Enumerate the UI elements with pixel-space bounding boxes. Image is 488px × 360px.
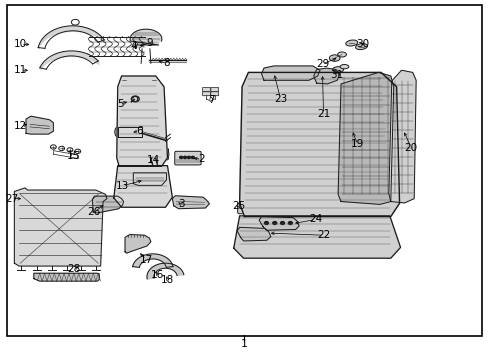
Polygon shape [261, 66, 320, 80]
Polygon shape [172, 196, 209, 209]
Ellipse shape [337, 52, 346, 57]
FancyBboxPatch shape [202, 87, 210, 91]
FancyBboxPatch shape [174, 151, 201, 165]
FancyBboxPatch shape [237, 203, 264, 214]
Text: 20: 20 [404, 143, 417, 153]
Text: 30: 30 [355, 39, 368, 49]
FancyBboxPatch shape [138, 148, 168, 160]
Ellipse shape [355, 44, 367, 50]
Polygon shape [92, 196, 123, 213]
Polygon shape [237, 227, 270, 241]
Text: 22: 22 [316, 230, 329, 240]
Text: 24: 24 [308, 215, 322, 224]
Text: 3: 3 [178, 199, 184, 210]
Text: 7: 7 [207, 95, 214, 105]
Polygon shape [130, 29, 162, 45]
FancyBboxPatch shape [210, 92, 218, 96]
Text: 23: 23 [273, 94, 286, 104]
Polygon shape [337, 72, 393, 204]
Polygon shape [233, 216, 400, 258]
Text: 15: 15 [67, 151, 81, 161]
Text: 14: 14 [147, 155, 160, 165]
Text: 31: 31 [330, 69, 343, 80]
Circle shape [179, 156, 182, 158]
Polygon shape [117, 76, 167, 166]
Text: 27: 27 [5, 194, 18, 204]
Ellipse shape [332, 67, 343, 72]
Text: 18: 18 [161, 275, 174, 285]
Text: 16: 16 [151, 270, 164, 280]
Circle shape [288, 222, 292, 225]
Polygon shape [259, 217, 299, 230]
Circle shape [183, 156, 186, 158]
Circle shape [264, 222, 268, 225]
Ellipse shape [115, 127, 121, 137]
Polygon shape [313, 68, 339, 84]
Text: 19: 19 [350, 139, 364, 149]
Text: 5: 5 [117, 99, 123, 109]
Ellipse shape [345, 40, 357, 46]
Circle shape [272, 222, 276, 225]
Polygon shape [14, 188, 107, 266]
Circle shape [280, 222, 284, 225]
Polygon shape [132, 254, 173, 267]
Text: 9: 9 [146, 38, 152, 48]
Text: 8: 8 [163, 58, 169, 68]
FancyBboxPatch shape [202, 92, 210, 96]
FancyBboxPatch shape [210, 87, 218, 91]
Polygon shape [114, 166, 172, 207]
Ellipse shape [139, 127, 145, 137]
Text: 21: 21 [316, 109, 329, 119]
Polygon shape [118, 127, 142, 137]
Polygon shape [388, 70, 415, 203]
Text: 13: 13 [116, 181, 129, 191]
Text: 12: 12 [14, 121, 27, 131]
Polygon shape [239, 72, 399, 217]
Ellipse shape [137, 150, 142, 158]
Text: 4: 4 [130, 41, 136, 51]
Ellipse shape [133, 96, 138, 102]
Ellipse shape [339, 64, 348, 69]
Text: 17: 17 [139, 255, 152, 265]
Text: 11: 11 [14, 65, 27, 75]
Polygon shape [34, 273, 99, 281]
Text: 6: 6 [136, 126, 142, 136]
Ellipse shape [329, 55, 339, 61]
Text: 29: 29 [315, 59, 328, 69]
Text: 2: 2 [198, 154, 204, 164]
Circle shape [187, 156, 190, 158]
Ellipse shape [163, 150, 168, 158]
Text: 28: 28 [67, 264, 81, 274]
Text: 1: 1 [241, 339, 247, 349]
Polygon shape [26, 116, 53, 134]
Polygon shape [125, 234, 151, 253]
Text: 10: 10 [14, 40, 27, 49]
Polygon shape [133, 173, 166, 185]
Circle shape [191, 156, 194, 158]
Polygon shape [147, 263, 183, 279]
Text: 26: 26 [87, 207, 101, 217]
Text: 25: 25 [231, 201, 245, 211]
